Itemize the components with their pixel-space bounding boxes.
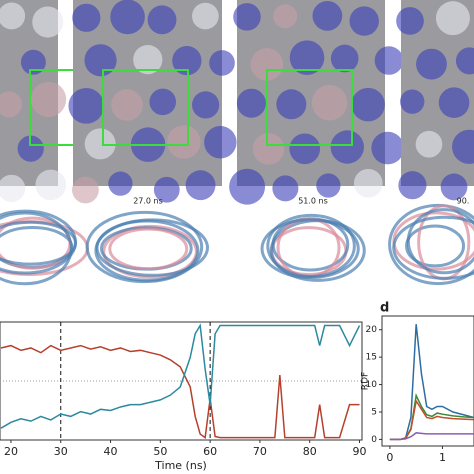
- x-tick-label: 30: [54, 445, 68, 458]
- network: [0, 220, 78, 266]
- cluster: [72, 176, 99, 204]
- cluster: [353, 168, 383, 198]
- box-outline: [102, 69, 189, 146]
- cluster: [172, 45, 202, 76]
- network: [405, 224, 466, 268]
- network: [108, 227, 189, 271]
- cluster: [400, 89, 425, 114]
- cluster: [0, 174, 26, 203]
- plot-frame: [381, 315, 474, 447]
- cluster: [229, 168, 266, 205]
- panel-label: d: [380, 301, 389, 316]
- cluster: [149, 88, 177, 116]
- cluster: [316, 173, 341, 198]
- y-tick-label: 0: [371, 435, 377, 445]
- x-tick-label: 60: [203, 445, 217, 458]
- cluster: [110, 0, 145, 35]
- series-line: [0, 344, 360, 439]
- network-label: 27.0 ns: [133, 197, 163, 206]
- network: [392, 215, 474, 280]
- cluster: [20, 49, 46, 75]
- cluster: [108, 171, 133, 196]
- x-tick-label: 0: [386, 451, 393, 464]
- x-tick-label: 1: [439, 451, 446, 464]
- cluster: [84, 128, 116, 160]
- cluster: [374, 46, 404, 75]
- cluster: [351, 87, 385, 122]
- cluster: [0, 2, 26, 30]
- cluster: [32, 6, 64, 38]
- cluster: [289, 40, 325, 75]
- x-tick-label: 40: [104, 445, 118, 458]
- series-line: [389, 432, 474, 441]
- cluster: [111, 89, 143, 121]
- y-tick-label: 10: [366, 380, 378, 390]
- cluster: [273, 4, 298, 29]
- cluster: [72, 3, 101, 32]
- cluster: [84, 44, 117, 77]
- cluster: [209, 50, 235, 76]
- cluster: [371, 131, 405, 165]
- y-tick-label: 5: [371, 407, 377, 417]
- x-tick-label: 50: [153, 445, 167, 458]
- series-line: [389, 393, 474, 441]
- cluster: [147, 5, 177, 35]
- network: [406, 208, 474, 275]
- x-tick-label: 20: [4, 445, 18, 458]
- cluster: [35, 169, 66, 201]
- cluster: [416, 48, 447, 80]
- cluster: [17, 135, 44, 162]
- cluster: [330, 130, 364, 164]
- cluster: [250, 48, 284, 81]
- cluster: [398, 171, 427, 200]
- x-tick-label: 70: [253, 445, 267, 458]
- series-line: [389, 324, 474, 441]
- network: [95, 218, 209, 277]
- cluster: [415, 130, 443, 158]
- cluster: [349, 6, 379, 36]
- x-axis-label: Time (ns): [154, 459, 207, 472]
- cluster: [435, 1, 470, 36]
- cluster: [233, 3, 261, 31]
- y-axis-label: RDF: [361, 372, 371, 390]
- cluster: [236, 88, 266, 118]
- cluster: [133, 44, 163, 75]
- cluster: [312, 1, 343, 31]
- cluster: [192, 91, 220, 119]
- network: [85, 210, 204, 284]
- cluster: [440, 173, 468, 201]
- box-outline: [266, 69, 353, 146]
- y-tick-label: 20: [366, 325, 378, 335]
- cluster: [311, 84, 348, 121]
- network-label: 51.0 ns: [298, 197, 328, 206]
- cluster: [396, 7, 424, 35]
- network: [0, 211, 73, 286]
- cluster: [185, 170, 216, 201]
- plot-frame: [0, 321, 363, 441]
- cluster: [330, 44, 359, 73]
- cluster: [438, 87, 470, 118]
- cluster: [192, 2, 219, 30]
- cluster: [289, 133, 321, 165]
- network-label: 90.: [457, 197, 470, 206]
- cluster: [272, 175, 299, 202]
- cluster: [68, 88, 105, 124]
- network: [260, 218, 360, 280]
- x-tick-label: 90: [353, 445, 367, 458]
- cluster: [153, 176, 180, 203]
- cluster: [276, 89, 307, 120]
- cluster: [167, 125, 201, 159]
- decoration: [0, 0, 474, 286]
- cluster: [30, 81, 67, 118]
- cluster: [204, 125, 237, 159]
- series-line: [0, 323, 361, 429]
- x-tick-label: 80: [303, 445, 317, 458]
- y-tick-label: 15: [366, 353, 377, 363]
- cluster: [252, 133, 285, 165]
- cluster: [0, 91, 22, 118]
- cluster: [452, 129, 474, 164]
- cluster: [455, 47, 474, 75]
